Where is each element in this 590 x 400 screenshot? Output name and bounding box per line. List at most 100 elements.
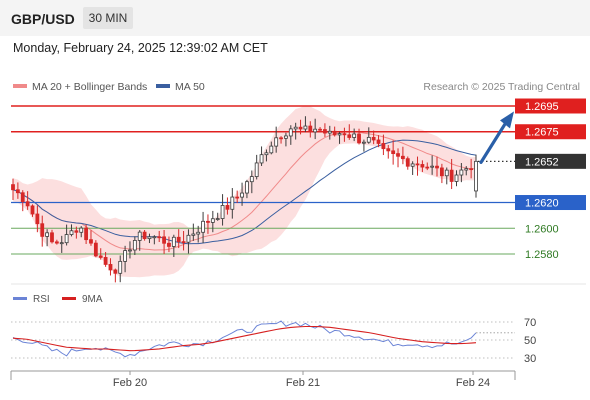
candle <box>318 127 322 133</box>
candle <box>284 132 288 147</box>
candle <box>254 154 259 180</box>
candle <box>259 146 264 166</box>
candle <box>357 128 361 145</box>
candle <box>40 215 45 247</box>
rsi-ma-legend-swatch <box>62 297 76 300</box>
candle <box>64 224 69 246</box>
instrument-label: GBP/USD <box>11 11 75 27</box>
support-2-label: 1.2600 <box>525 223 559 235</box>
candle <box>303 116 308 133</box>
candle <box>245 179 249 199</box>
candle <box>191 223 196 241</box>
ma50-legend-swatch <box>156 84 170 88</box>
current-label: 1.2652 <box>525 156 559 168</box>
forecast-arrow <box>479 120 508 164</box>
candle <box>464 166 469 176</box>
timeframe-button[interactable]: 30 MIN <box>83 7 133 29</box>
candle <box>59 235 64 253</box>
candle <box>391 140 396 165</box>
rsi-line <box>12 320 477 358</box>
rsi-legend: RSI 9MA <box>13 294 103 305</box>
candle <box>327 125 332 140</box>
candle <box>376 135 381 148</box>
current-label-box <box>515 153 586 169</box>
candle <box>210 210 215 233</box>
candle <box>449 158 454 190</box>
rsi-tick-label: 70 <box>524 317 536 329</box>
candle <box>386 145 391 159</box>
candle <box>196 225 201 243</box>
x-axis: Feb 20 Feb 21 Feb 24 <box>10 370 516 389</box>
candle <box>201 211 205 243</box>
candle <box>269 141 274 155</box>
rsi-ma-line <box>12 325 477 352</box>
resistance-1-label-box <box>515 124 586 140</box>
rsi-legend-swatch <box>13 297 27 300</box>
candle <box>118 255 123 283</box>
candle <box>279 136 283 144</box>
candle <box>167 236 171 253</box>
candle <box>400 146 405 165</box>
candle <box>298 119 303 135</box>
price-panel: 1.2695 1.2675 1.2652 1.2620 1.2600 1.2580 <box>11 98 586 285</box>
candle <box>435 156 439 177</box>
candle <box>410 161 415 175</box>
candle <box>147 233 152 244</box>
candle <box>98 248 103 260</box>
candle <box>430 155 435 175</box>
candle <box>308 121 313 138</box>
candle <box>249 170 254 194</box>
candle <box>137 230 142 251</box>
candle <box>381 134 386 156</box>
candle <box>332 126 337 137</box>
candle <box>171 234 176 257</box>
candle <box>74 226 79 239</box>
resistance-2-label-box <box>515 98 586 114</box>
candle <box>93 240 98 258</box>
candle <box>89 230 93 246</box>
bollinger-band <box>13 105 476 278</box>
candle <box>337 131 342 144</box>
candle <box>132 236 137 255</box>
candle <box>11 178 15 201</box>
candle <box>415 156 420 176</box>
candle <box>45 229 50 247</box>
candle <box>469 158 474 179</box>
ma20-legend-swatch <box>13 84 27 88</box>
candle <box>474 154 478 198</box>
resistance-2-label: 1.2695 <box>525 101 559 113</box>
candle <box>454 170 459 187</box>
candle <box>439 163 444 184</box>
rsi-tick-label: 30 <box>524 353 536 365</box>
candle <box>20 190 25 212</box>
candle <box>123 245 127 273</box>
candle <box>313 118 318 140</box>
candle <box>444 167 449 185</box>
candle <box>128 241 132 259</box>
candle <box>157 230 162 243</box>
rsi-tick-label: 50 <box>524 335 536 347</box>
candle <box>50 229 54 244</box>
candle <box>230 188 235 219</box>
resistance-1-label: 1.2675 <box>525 127 559 139</box>
rsi-ma-legend-label: 9MA <box>82 294 103 305</box>
x-tick-label: Feb 21 <box>286 377 320 389</box>
candle <box>264 149 269 162</box>
candle <box>405 156 410 170</box>
candle <box>420 160 425 172</box>
ma50-legend-label: MA 50 <box>175 81 205 93</box>
support-1-label-box <box>515 195 586 211</box>
candle <box>362 139 366 152</box>
candle <box>15 182 20 199</box>
candle <box>425 162 430 171</box>
candle <box>181 231 186 251</box>
candle <box>225 197 230 215</box>
x-tick-label: Feb 20 <box>113 377 147 389</box>
candle <box>220 194 225 226</box>
candle <box>69 224 74 237</box>
main-legend: MA 20 + Bollinger Bands MA 50 Research ©… <box>13 81 580 93</box>
candle <box>206 214 210 234</box>
candle <box>371 130 376 145</box>
candle <box>293 122 298 140</box>
